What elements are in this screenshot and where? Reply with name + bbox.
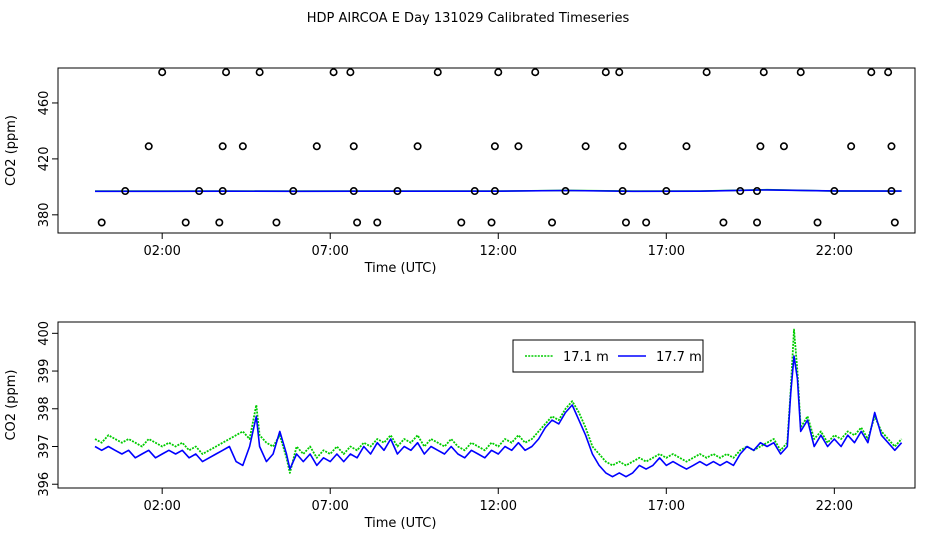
data-point xyxy=(890,218,899,227)
series-line-2 xyxy=(94,355,903,478)
data-point xyxy=(289,187,298,196)
x-tick-label: 22:00 xyxy=(816,244,853,259)
legend-label: 17.1 m xyxy=(563,350,609,365)
data-point xyxy=(561,187,570,196)
data-point xyxy=(494,68,503,77)
x-tick-label: 02:00 xyxy=(143,244,180,259)
data-point xyxy=(867,68,876,77)
data-point xyxy=(490,187,499,196)
data-point xyxy=(756,142,765,151)
data-point xyxy=(470,187,479,196)
y-tick-label: 396 xyxy=(37,472,52,497)
data-point xyxy=(433,68,442,77)
data-point xyxy=(218,142,227,151)
data-point xyxy=(621,218,630,227)
data-point xyxy=(222,68,231,77)
x-tick-label: 22:00 xyxy=(816,499,853,514)
data-point xyxy=(830,187,839,196)
data-point xyxy=(121,187,130,196)
x-tick-label: 07:00 xyxy=(311,499,348,514)
data-point xyxy=(457,218,466,227)
data-point xyxy=(642,218,651,227)
x-tick-label: 17:00 xyxy=(648,499,685,514)
chart-title: HDP AIRCOA E Day 131029 Calibrated Times… xyxy=(307,11,630,26)
scatter-series xyxy=(97,68,899,227)
data-point xyxy=(753,218,762,227)
y-tick-label: 460 xyxy=(37,91,52,116)
data-point xyxy=(682,142,691,151)
data-point xyxy=(514,142,523,151)
data-point xyxy=(329,68,338,77)
data-point xyxy=(353,218,362,227)
data-point xyxy=(702,68,711,77)
series-line-1 xyxy=(94,328,903,474)
data-point xyxy=(887,142,896,151)
data-point xyxy=(490,142,499,151)
plot-frame xyxy=(57,321,916,489)
data-point xyxy=(615,68,624,77)
data-point xyxy=(887,187,896,196)
x-axis-label: Time (UTC) xyxy=(364,261,437,276)
chart-panel-1: 02:00 07:00 12:00 17:00 22:00 380 420 460 Time (… xyxy=(4,67,916,276)
data-point xyxy=(662,187,671,196)
data-point xyxy=(487,218,496,227)
data-point xyxy=(719,218,728,227)
x-tick-label: 12:00 xyxy=(480,244,517,259)
data-point xyxy=(884,68,893,77)
data-point xyxy=(373,218,382,227)
data-point xyxy=(181,218,190,227)
y-tick-label: 420 xyxy=(37,146,52,171)
data-point xyxy=(393,187,402,196)
legend: 17.1 m 17.7 m xyxy=(512,339,704,373)
y-tick-label: 400 xyxy=(37,321,52,346)
data-point xyxy=(272,218,281,227)
data-point xyxy=(312,142,321,151)
data-point xyxy=(255,68,264,77)
y-tick-label: 398 xyxy=(37,396,52,421)
data-point xyxy=(759,68,768,77)
data-point xyxy=(349,187,358,196)
data-point xyxy=(779,142,788,151)
data-point xyxy=(753,187,762,196)
y-tick-label: 399 xyxy=(37,359,52,384)
y-axis-label: CO2 (ppm) xyxy=(4,369,19,440)
x-tick-label: 12:00 xyxy=(480,499,517,514)
data-point xyxy=(618,142,627,151)
data-point xyxy=(581,142,590,151)
data-point xyxy=(813,218,822,227)
data-point xyxy=(97,218,106,227)
data-point xyxy=(601,68,610,77)
y-tick-label: 397 xyxy=(37,434,52,459)
y-axis-label: CO2 (ppm) xyxy=(4,115,19,186)
data-point xyxy=(218,187,227,196)
data-point xyxy=(144,142,153,151)
data-point xyxy=(195,187,204,196)
data-point xyxy=(796,68,805,77)
data-point xyxy=(238,142,247,151)
data-point xyxy=(158,68,167,77)
data-point xyxy=(413,142,422,151)
data-point xyxy=(618,187,627,196)
x-axis-label: Time (UTC) xyxy=(364,516,437,531)
data-point xyxy=(548,218,557,227)
x-tick-label: 07:00 xyxy=(311,244,348,259)
plot-frame xyxy=(57,67,916,234)
data-point xyxy=(346,68,355,77)
x-tick-label: 17:00 xyxy=(648,244,685,259)
x-tick-label: 02:00 xyxy=(143,499,180,514)
data-point xyxy=(215,218,224,227)
data-point xyxy=(736,187,745,196)
y-tick-label: 380 xyxy=(37,202,52,227)
chart-panel-2: 02:00 07:00 12:00 17:00 22:00 396 397 398 399 400… xyxy=(4,321,916,531)
data-point xyxy=(531,68,540,77)
data-point xyxy=(349,142,358,151)
data-point xyxy=(847,142,856,151)
legend-label: 17.7 m xyxy=(656,350,702,365)
